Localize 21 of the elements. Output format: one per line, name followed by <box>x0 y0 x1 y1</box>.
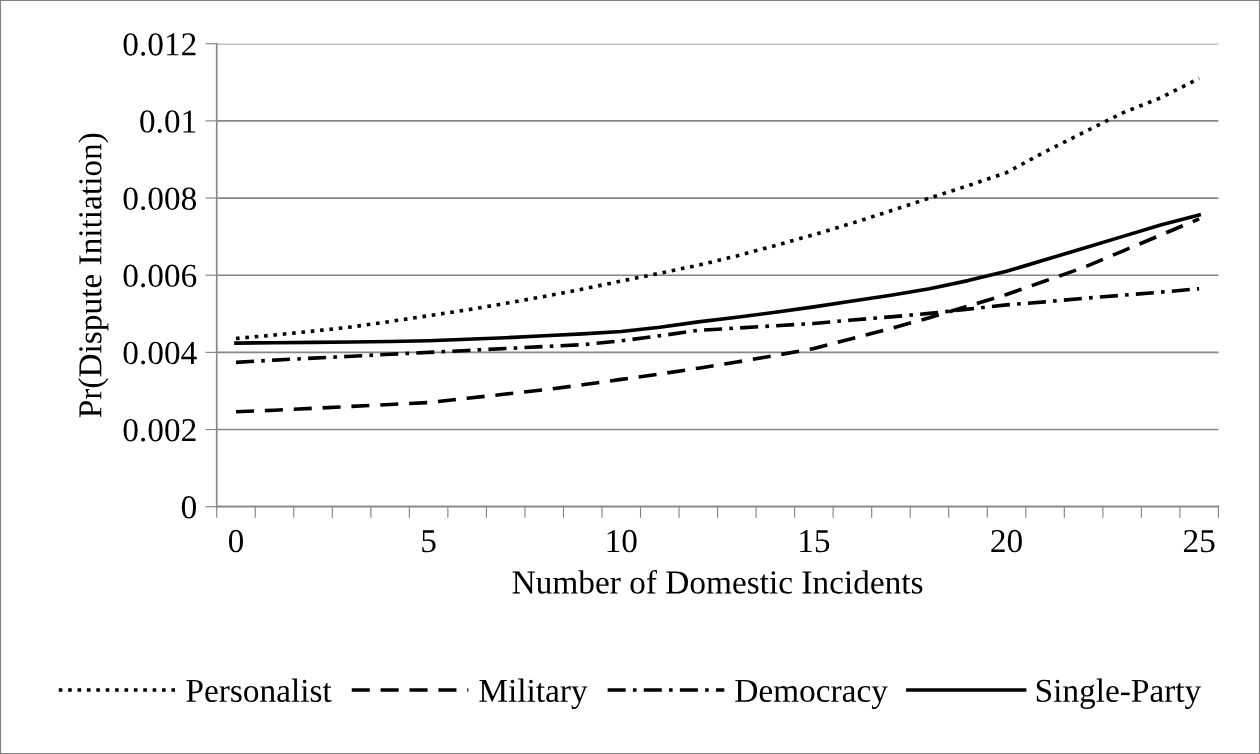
y-tick-label: 0.01 <box>140 110 196 133</box>
y-tick-label: 0.004 <box>123 341 197 365</box>
line-series <box>234 76 1201 341</box>
legend-label: Personalist <box>186 678 332 703</box>
y-tick-label: 0.002 <box>123 418 196 442</box>
y-tick-label: 0.006 <box>123 264 197 288</box>
x-tick-label: 0 <box>228 529 244 553</box>
x-tick-label: 5 <box>422 530 436 553</box>
y-tick-label: 0.008 <box>123 187 196 211</box>
y-tick-label: 0.012 <box>123 33 196 56</box>
x-tick-label: 15 <box>800 530 830 553</box>
x-axis-title: Number of Domestic Incidents <box>512 569 923 594</box>
line-series <box>234 217 1201 414</box>
y-axis-title: Pr(Dispute Initiation) <box>78 133 109 418</box>
x-tick-label: 25 <box>1183 529 1215 553</box>
legend-label: Democracy <box>735 679 888 709</box>
x-tick-label: 10 <box>607 529 637 553</box>
y-tick-label: 0 <box>181 496 196 519</box>
legend-label: Military <box>479 678 588 709</box>
x-tick-label: 20 <box>991 529 1022 553</box>
legend-label: Single-Party <box>1036 678 1202 709</box>
